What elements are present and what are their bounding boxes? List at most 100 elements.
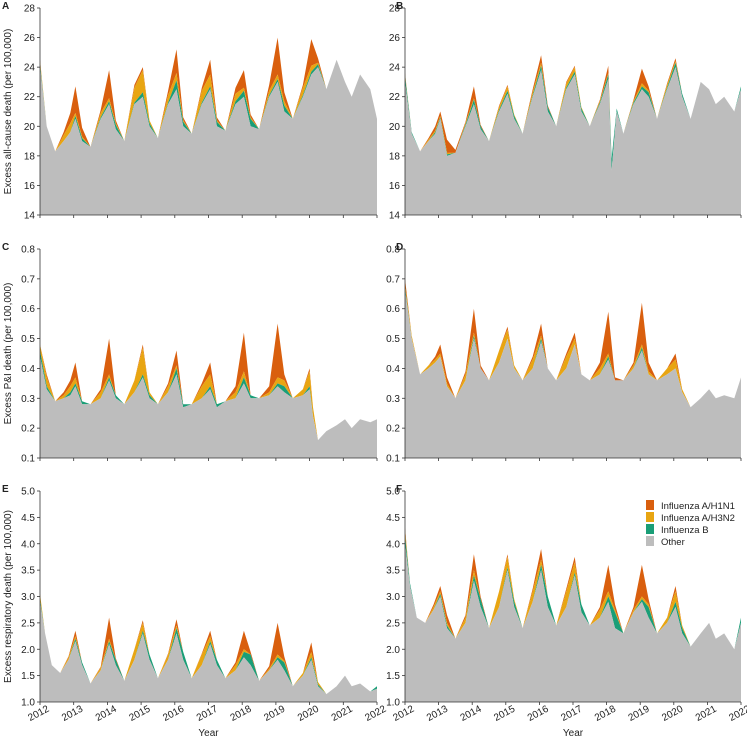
panel-e-y-tick-label: 1.5 xyxy=(21,671,35,682)
panel-c-y-tick-label: 0.6 xyxy=(21,304,35,315)
panel-e-x-axis-label: Year xyxy=(198,728,219,739)
panel-a: A 14 16 18 20 22 24 26 28 Excess all-cause death… xyxy=(2,1,378,222)
panel-e-x-tick-label: 2021 xyxy=(330,704,355,724)
panel-d-y-tick-label: 0.8 xyxy=(386,245,400,256)
panel-f-y-tick-label: 4.5 xyxy=(386,513,400,524)
panel-d-area-h3n2 xyxy=(405,284,741,408)
panel-d-y-tick-label: 0.1 xyxy=(386,454,400,465)
panel-f-x-tick-label: 2015 xyxy=(492,704,517,724)
panel-e-x-tick-label: 2022 xyxy=(363,704,388,724)
panel-e-x-tick-label: 2020 xyxy=(296,704,321,724)
legend-label-other: Other xyxy=(661,537,685,548)
panel-b-letter: B xyxy=(396,1,403,12)
panel-e-x-tick-label: 2018 xyxy=(229,704,254,724)
panel-c-y-tick-label: 0.7 xyxy=(21,274,35,285)
panel-f-y-tick-label: 4.0 xyxy=(386,539,400,550)
panel-a-y-tick-label: 26 xyxy=(24,33,36,44)
panel-a-letter: A xyxy=(2,1,9,12)
panel-f-y-tick-label: 5.0 xyxy=(386,487,400,498)
legend-swatch-other xyxy=(646,536,654,546)
panel-e-x-tick-label: 2019 xyxy=(262,704,287,724)
panel-e-area-other xyxy=(40,601,377,702)
legend-label-b: Influenza B xyxy=(661,525,709,536)
panel-d-y-tick-label: 0.3 xyxy=(386,394,400,405)
panel-e-y-tick-label: 2.5 xyxy=(21,618,35,629)
panel-f-area-other xyxy=(405,543,741,702)
panel-c-y-tick-label: 0.5 xyxy=(21,334,35,345)
panel-e-x-tick-label: 2014 xyxy=(94,704,119,724)
panel-f-y-tick-label: 3.5 xyxy=(386,566,400,577)
panel-b-y-tick-label: 28 xyxy=(389,4,401,15)
panel-b: B 14 16 18 20 22 24 26 28 xyxy=(389,1,742,222)
panel-c: C 0.1 0.2 0.3 0.4 0.5 0.6 0.7 0.8 Excess P&I dea… xyxy=(2,242,378,465)
panel-b-y-tick-label: 16 xyxy=(389,181,401,192)
panel-a-area-b xyxy=(40,59,377,152)
panel-b-y-tick-label: 26 xyxy=(389,33,401,44)
panel-e-y-axis-label: Excess respiratory death (per 100,000) xyxy=(3,510,14,683)
panel-a-y-axis-label: Excess all-cause death (per 100,000) xyxy=(3,29,14,195)
panel-a-area-other xyxy=(40,59,377,215)
panel-f-x-axis-label: Year xyxy=(563,728,584,739)
panel-e-y-tick-label: 1.0 xyxy=(21,698,35,709)
panel-b-area-other xyxy=(405,67,741,215)
panel-e-y-tick-label: 3.0 xyxy=(21,592,35,603)
panel-c-y-tick-label: 0.8 xyxy=(21,245,35,256)
legend-swatch-h1n1 xyxy=(646,500,654,510)
legend: Influenza A/H1N1 Influenza A/H3N2 Influe… xyxy=(646,500,735,548)
panel-e-area-b xyxy=(40,599,377,695)
panel-e-x-tick-label: 2015 xyxy=(128,704,153,724)
panel-a-y-tick-label: 14 xyxy=(24,211,36,222)
panel-d: D 0.1 0.2 0.3 0.4 0.5 0.6 0.7 0.8 xyxy=(386,242,742,465)
panel-a-y-tick-label: 24 xyxy=(24,63,36,74)
panel-f-y-tick-label: 2.0 xyxy=(386,645,400,656)
panel-a-area-h1n1 xyxy=(40,37,377,152)
panel-a-y-tick-label: 20 xyxy=(24,122,36,133)
legend-label-h1n1: Influenza A/H1N1 xyxy=(661,501,735,512)
panel-e-y-tick-label: 5.0 xyxy=(21,487,35,498)
panel-f-x-tick-label: 2016 xyxy=(526,704,551,724)
panel-f-y-tick-label: 1.5 xyxy=(386,671,400,682)
panel-d-y-tick-label: 0.2 xyxy=(386,424,400,435)
panel-f-y-tick-label: 3.0 xyxy=(386,592,400,603)
panel-e-area-h3n2 xyxy=(40,593,377,695)
panel-f-y-tick-label: 2.5 xyxy=(386,618,400,629)
panel-c-y-axis-label: Excess P&I death (per 100,000) xyxy=(3,283,14,425)
panel-e-letter: E xyxy=(2,484,9,495)
panel-b-y-tick-label: 18 xyxy=(389,151,401,162)
panel-a-y-tick-label: 28 xyxy=(24,4,36,15)
panel-e-x-tick-label: 2013 xyxy=(60,704,85,724)
panel-a-area-h3n2 xyxy=(40,59,377,152)
panel-e-area-h1n1 xyxy=(40,593,377,695)
panel-d-y-tick-label: 0.6 xyxy=(386,304,400,315)
panel-c-y-tick-label: 0.1 xyxy=(21,454,35,465)
panel-d-y-tick-label: 0.7 xyxy=(386,274,400,285)
panel-f-x-tick-label: 2022 xyxy=(727,704,747,724)
legend-label-h3n2: Influenza A/H3N2 xyxy=(661,513,735,524)
panel-c-y-tick-label: 0.2 xyxy=(21,424,35,435)
panel-e-y-tick-label: 3.5 xyxy=(21,566,35,577)
panel-f-x-tick-label: 2014 xyxy=(459,704,484,724)
panel-d-y-tick-label: 0.4 xyxy=(386,364,400,375)
panel-f-x-tick-label: 2013 xyxy=(425,704,450,724)
panel-c-area-other xyxy=(40,356,377,458)
panel-e-y-tick-label: 4.0 xyxy=(21,539,35,550)
panel-f-y-tick-label: 1.0 xyxy=(386,698,400,709)
panel-f-letter: F xyxy=(396,484,402,495)
panel-f-x-tick-label: 2021 xyxy=(694,704,719,724)
panel-f-x-tick-label: 2020 xyxy=(660,704,685,724)
panel-d-area-other xyxy=(405,290,741,458)
panel-b-y-tick-label: 20 xyxy=(389,122,401,133)
panel-c-y-tick-label: 0.4 xyxy=(21,364,35,375)
panel-d-y-tick-label: 0.5 xyxy=(386,334,400,345)
panel-a-y-tick-label: 22 xyxy=(24,92,36,103)
panel-c-letter: C xyxy=(2,242,9,253)
panel-b-y-tick-label: 24 xyxy=(389,63,401,74)
panel-e-y-tick-label: 2.0 xyxy=(21,645,35,656)
panel-e-x-tick-label: 2017 xyxy=(195,704,220,724)
legend-swatch-b xyxy=(646,524,654,534)
panel-e-x-tick-label: 2016 xyxy=(161,704,186,724)
panel-a-y-tick-label: 16 xyxy=(24,181,36,192)
panel-e-y-tick-label: 4.5 xyxy=(21,513,35,524)
